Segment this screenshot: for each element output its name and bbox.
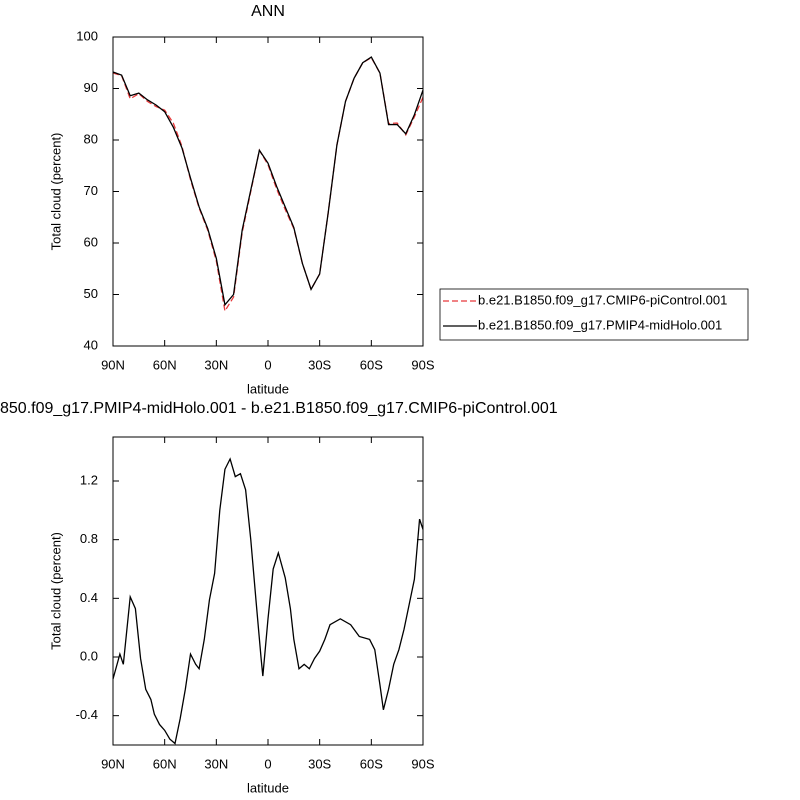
data-line	[112, 56, 424, 313]
plot-frame	[112, 36, 424, 347]
x-tick-label: 0	[264, 357, 271, 372]
y-tick-label: 90	[84, 80, 98, 95]
x-tick-label: 90S	[411, 756, 434, 771]
y-tick-label: 80	[84, 131, 98, 146]
y-tick-label: 60	[84, 234, 98, 249]
x-tick-label: 30S	[308, 756, 331, 771]
x-tick-label: 90N	[101, 756, 125, 771]
data-line	[112, 56, 424, 307]
x-tick-label: 60N	[153, 756, 177, 771]
plot-frame	[112, 436, 424, 746]
x-tick-label: 30N	[204, 357, 228, 372]
legend-box	[439, 288, 749, 341]
chart-title: ANN	[251, 3, 285, 20]
x-axis-label: latitude	[247, 381, 289, 396]
legend-label: b.e21.B1850.f09_g17.CMIP6-piControl.001	[478, 292, 727, 307]
x-tick-label: 60N	[153, 357, 177, 372]
y-tick-label: 40	[84, 337, 98, 352]
y-tick-label: -0.4	[76, 707, 98, 722]
y-tick-label: 70	[84, 183, 98, 198]
y-tick-label: 100	[76, 28, 98, 43]
y-axis-label: Total cloud (percent)	[48, 133, 63, 251]
x-axis-label: latitude	[247, 780, 289, 795]
y-tick-label: 0.8	[80, 531, 98, 546]
x-tick-label: 30N	[204, 756, 228, 771]
x-tick-label: 90S	[411, 357, 434, 372]
y-tick-label: 0.0	[80, 648, 98, 663]
x-tick-label: 0	[264, 756, 271, 771]
y-tick-label: 0.4	[80, 590, 98, 605]
data-line	[112, 457, 424, 745]
x-tick-label: 30S	[308, 357, 331, 372]
x-tick-label: 60S	[360, 357, 383, 372]
legend-label: b.e21.B1850.f09_g17.PMIP4-midHolo.001	[478, 317, 722, 332]
x-tick-label: 60S	[360, 756, 383, 771]
y-tick-label: 1.2	[80, 472, 98, 487]
x-tick-label: 90N	[101, 357, 125, 372]
chart-title: 850.f09_g17.PMIP4-midHolo.001 - b.e21.B1…	[0, 400, 558, 417]
y-tick-label: 50	[84, 286, 98, 301]
y-axis-label: Total cloud (percent)	[48, 532, 63, 650]
